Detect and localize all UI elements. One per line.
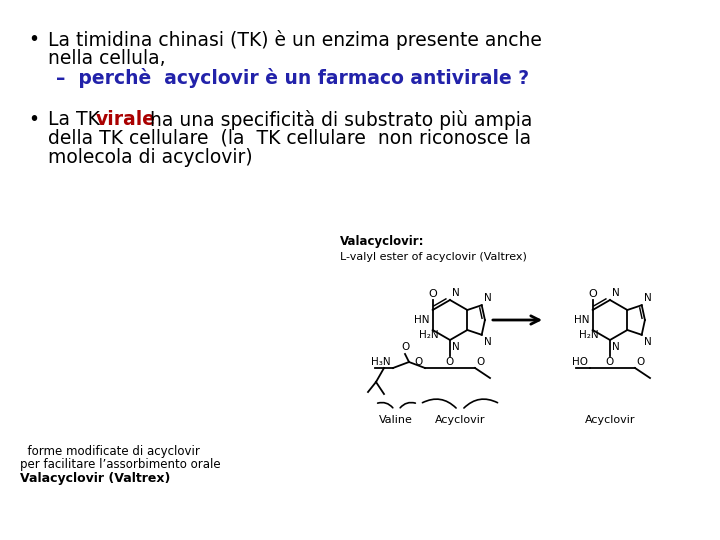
Text: O: O [476,357,485,367]
Text: N: N [644,293,652,303]
Text: O: O [401,342,409,352]
Text: N: N [452,342,460,352]
Text: N: N [612,288,620,298]
Text: HN: HN [414,315,430,325]
Text: L-valyl ester of acyclovir (Valtrex): L-valyl ester of acyclovir (Valtrex) [340,252,527,262]
Text: N: N [484,337,492,347]
Text: HO: HO [572,357,588,367]
Text: N: N [612,342,620,352]
Text: H₂N: H₂N [579,330,598,340]
Text: forme modificate di acyclovir: forme modificate di acyclovir [20,445,200,458]
Text: nella cellula,: nella cellula, [48,49,166,68]
Text: N: N [484,293,492,303]
Text: Valacyclovir (Valtrex): Valacyclovir (Valtrex) [20,472,171,485]
Text: N: N [452,288,460,298]
Text: O: O [415,357,423,367]
Text: Valacyclovir:: Valacyclovir: [340,235,425,248]
Text: molecola di acyclovir): molecola di acyclovir) [48,148,253,167]
Text: Acyclovir: Acyclovir [435,415,485,425]
Text: H₃N: H₃N [372,357,391,367]
Text: O: O [606,357,614,367]
Text: O: O [588,289,597,299]
Text: La timidina chinasi (TK) è un enzima presente anche: La timidina chinasi (TK) è un enzima pre… [48,30,542,50]
Text: N: N [644,337,652,347]
Text: virale: virale [96,110,156,129]
Text: O: O [636,357,644,367]
Text: ha una specificità di substrato più ampia: ha una specificità di substrato più ampi… [145,110,533,130]
Text: per facilitare l’assorbimento orale: per facilitare l’assorbimento orale [20,458,220,471]
Text: –  perchè  acyclovir è un farmaco antivirale ?: – perchè acyclovir è un farmaco antivira… [56,68,529,88]
Text: H₂N: H₂N [419,330,438,340]
Text: Valine: Valine [379,415,413,425]
Text: della TK cellulare  (la  TK cellulare  non riconosce la: della TK cellulare (la TK cellulare non … [48,129,531,148]
Text: La TK: La TK [48,110,106,129]
Text: Acyclovir: Acyclovir [585,415,635,425]
Text: O: O [446,357,454,367]
Text: •: • [28,110,39,129]
Text: HN: HN [574,315,590,325]
Text: •: • [28,30,39,49]
Text: O: O [428,289,437,299]
